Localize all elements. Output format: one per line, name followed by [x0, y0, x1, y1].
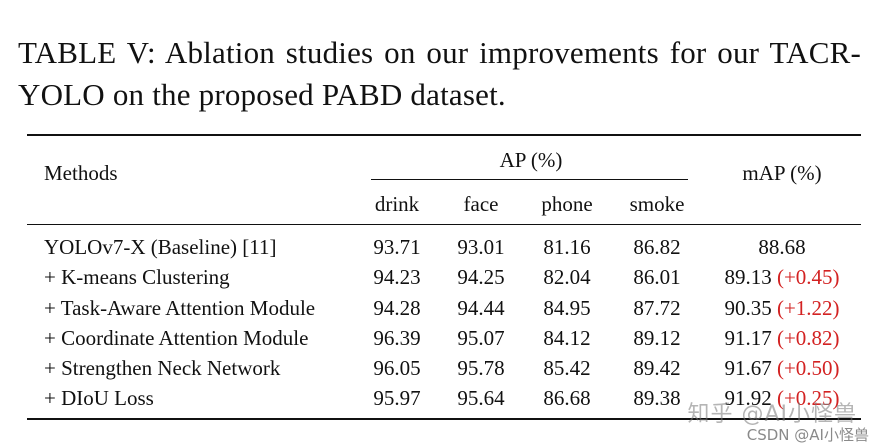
row-phone: 85.42	[543, 356, 591, 380]
table-bottom-rule	[27, 418, 861, 420]
row-phone: 81.16	[543, 235, 591, 259]
row-method: + K-means Clustering	[44, 265, 230, 289]
row-map-value: 89.13	[724, 265, 772, 289]
row-map-value: 88.68	[758, 235, 806, 259]
row-map-delta: (+0.50)	[776, 356, 840, 380]
row-method: YOLOv7-X (Baseline) [11]	[44, 235, 277, 259]
row-map-value: 90.35	[724, 296, 772, 320]
row-face: 93.01	[457, 235, 505, 259]
row-face: 94.25	[457, 265, 505, 289]
row-smoke: 86.82	[633, 235, 681, 259]
row-map-value: 91.17	[724, 326, 772, 350]
row-map: 89.13 (+0.45)	[724, 264, 839, 290]
row-method: + Coordinate Attention Module	[44, 326, 309, 350]
table-row: + Task-Aware Attention Module 94.28 94.4…	[0, 295, 877, 325]
table-header-rule	[27, 224, 861, 225]
header-phone: phone	[541, 192, 593, 216]
row-map-value: 91.67	[724, 356, 772, 380]
ap-group-rule	[371, 179, 688, 180]
row-phone: 84.95	[543, 296, 591, 320]
row-map: 90.35 (+1.22)	[724, 295, 839, 321]
row-method: + Strengthen Neck Network	[44, 356, 281, 380]
table-row: + DIoU Loss 95.97 95.64 86.68 89.38 91.9…	[0, 385, 877, 415]
row-map-delta: (+0.45)	[776, 265, 840, 289]
row-smoke: 89.42	[633, 356, 681, 380]
table-row: YOLOv7-X (Baseline) [11] 93.71 93.01 81.…	[0, 234, 877, 264]
row-map-delta: (+0.82)	[776, 326, 840, 350]
table-row: + Strengthen Neck Network 96.05 95.78 85…	[0, 355, 877, 385]
header-face: face	[463, 192, 499, 216]
row-map: 91.17 (+0.82)	[724, 325, 839, 351]
row-smoke: 89.38	[633, 386, 681, 410]
header-smoke: smoke	[629, 192, 685, 216]
watermark-zhihu: 知乎 @AI小怪兽	[687, 402, 857, 427]
row-phone: 82.04	[543, 265, 591, 289]
table-caption: TABLE V: Ablation studies on our improve…	[18, 35, 861, 112]
row-drink: 94.28	[373, 296, 421, 320]
table-row: + K-means Clustering 94.23 94.25 82.04 8…	[0, 264, 877, 294]
header-ap-group: AP (%)	[499, 148, 563, 172]
row-drink: 95.97	[373, 386, 421, 410]
row-smoke: 89.12	[633, 326, 681, 350]
row-map-delta: (+1.22)	[776, 296, 840, 320]
row-map: 91.67 (+0.50)	[724, 355, 839, 381]
watermark-csdn: CSDN @AI小怪兽	[746, 426, 869, 444]
table-top-rule	[27, 134, 861, 136]
row-drink: 96.39	[373, 326, 421, 350]
row-drink: 96.05	[373, 356, 421, 380]
row-smoke: 86.01	[633, 265, 681, 289]
row-map-delta: (+0.25)	[776, 386, 840, 410]
row-map: 91.92 (+0.25)	[724, 385, 839, 411]
row-smoke: 87.72	[633, 296, 681, 320]
row-phone: 84.12	[543, 326, 591, 350]
row-face: 95.07	[457, 326, 505, 350]
row-face: 94.44	[457, 296, 505, 320]
table-row: + Coordinate Attention Module 96.39 95.0…	[0, 325, 877, 355]
row-map: 88.68	[758, 234, 805, 260]
row-drink: 94.23	[373, 265, 421, 289]
row-phone: 86.68	[543, 386, 591, 410]
row-method: + Task-Aware Attention Module	[44, 296, 316, 320]
row-map-value: 91.92	[724, 386, 772, 410]
header-methods: Methods	[44, 161, 118, 185]
row-method: + DIoU Loss	[44, 386, 154, 410]
header-drink: drink	[374, 192, 420, 216]
row-face: 95.64	[457, 386, 505, 410]
row-drink: 93.71	[373, 235, 421, 259]
row-face: 95.78	[457, 356, 505, 380]
header-map: mAP (%)	[742, 161, 822, 185]
